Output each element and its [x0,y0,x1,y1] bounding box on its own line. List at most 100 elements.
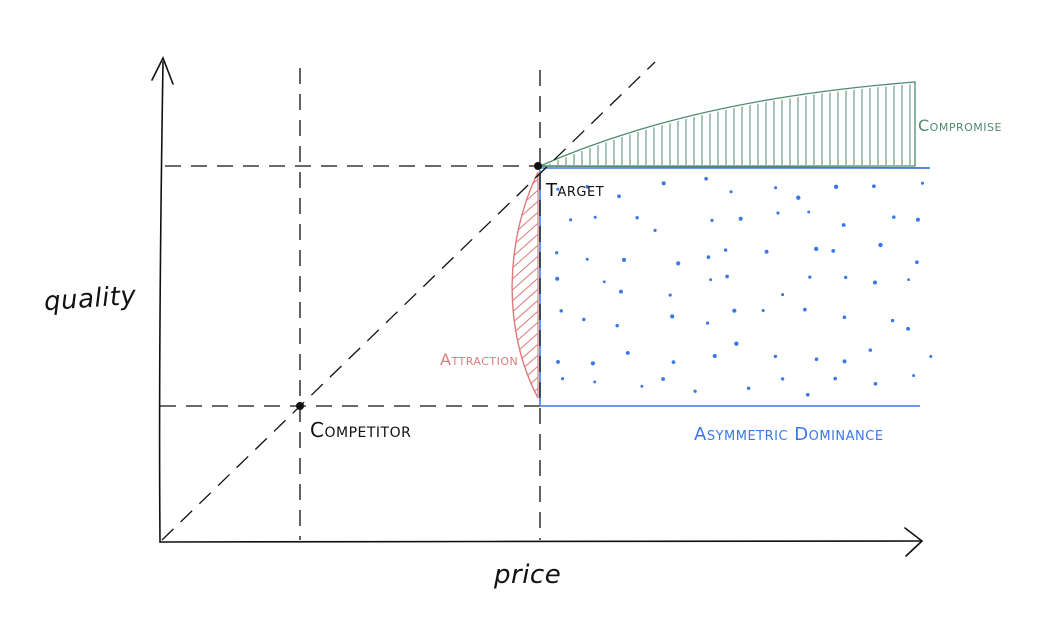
dominance-dot [734,341,739,346]
asymmetric-dominance-label: Asymmetric Dominance [694,424,884,445]
dominance-dot [796,195,801,200]
attraction-hatch-line [512,205,538,247]
attraction-hatch-line [512,194,538,236]
dominance-dot [814,246,819,252]
dominance-dot [803,307,807,312]
dominance-dot [872,184,876,189]
attraction-hatch-line [512,392,538,398]
dominance-dot [569,218,573,222]
compromise-label: Compromise [918,116,1002,135]
y-axis-arrowhead [151,56,174,85]
dominance-dot [774,186,778,190]
dominance-dot [709,278,713,282]
attraction-hatch-line [512,238,538,280]
dominance-dot [705,321,710,325]
attraction-hatch-line [512,315,538,357]
dominance-dot [841,223,846,227]
attraction-hatch-line [512,260,538,302]
dominance-dot [738,216,743,221]
asymmetric-dominance-region [539,167,933,407]
dominance-dot [906,326,911,331]
competitor-label: Competitor [310,418,412,442]
dominance-dot [625,350,630,355]
dominance-dot [723,248,728,252]
dominance-dot [582,317,586,322]
y-axis [158,61,164,543]
dominance-dot [585,257,589,261]
dominance-dot [676,261,681,266]
dominance-dot [693,389,697,393]
dominance-dot [842,315,847,320]
dominance-dot [878,242,883,248]
axes [151,56,924,557]
attraction-hatch-line [500,415,545,455]
dominance-dot [907,278,910,281]
target-label: Target [546,180,605,201]
dominance-dot [780,377,785,381]
dominance-dot [929,354,933,359]
attraction-hatch-line [512,227,538,269]
dominance-dot [831,249,836,253]
attraction-hatch-line [512,304,538,346]
dominance-dot [710,218,714,222]
attraction-hatch-line [500,404,545,444]
dominance-dot [844,275,848,280]
dominance-dot [725,274,729,279]
x-axis-label: price [494,560,562,590]
guide-lines [160,61,656,541]
dominance-dot [585,184,590,189]
attraction-hatch-line [500,426,545,466]
dominance-dot [915,260,919,265]
dominance-dot [920,181,925,185]
attraction-hatch-line [512,216,538,258]
x-axis [159,540,921,543]
attraction-hatch-line [500,437,545,477]
dominance-dot [805,392,810,397]
dominance-dot [668,293,672,297]
dominance-dot [868,348,873,352]
dominance-dot [776,211,780,215]
diagonal-guide [161,61,656,541]
dominance-dot [764,249,769,254]
dominance-dot [781,293,785,297]
dominance-dot [712,353,717,359]
dominance-dot [873,381,878,386]
attraction-hatch-line [512,271,538,313]
attraction-hatch-line [512,293,538,335]
dominance-dot [732,308,737,313]
attraction-hatch-line [512,337,538,379]
dominance-dot [555,251,559,255]
dominance-dot [833,184,839,189]
attraction-hatch-line [512,326,538,368]
dominance-dot [671,360,676,364]
dominance-dot [556,359,560,364]
dominance-dot [761,308,765,313]
attraction-hatch-line [512,381,538,398]
compromise-region [539,81,931,169]
dominance-dot [559,309,563,313]
dominance-dot [602,280,606,284]
dominance-dot [653,228,657,232]
dominance-dot [814,357,819,362]
dominance-dot [619,289,623,294]
y-axis-label: quality [43,280,138,318]
dominance-dot [593,215,597,219]
dominance-dot [729,190,733,194]
dominance-dot [590,361,596,366]
dominance-dot [704,176,708,181]
dominance-dot [670,314,675,319]
dominance-dot [635,216,639,220]
dominance-dot [807,210,811,214]
competitor-point [296,402,304,410]
dominance-dot [912,374,916,378]
x-axis-arrowhead [904,527,924,557]
dominance-dot [615,323,619,328]
dominance-dot [593,380,597,384]
dominance-dot [556,187,560,191]
attraction-label: Attraction [440,350,519,369]
dominance-dot [773,354,778,359]
dominance-dot [892,215,896,219]
dominance-dot [617,194,621,199]
attraction-hatch-line [512,249,538,291]
